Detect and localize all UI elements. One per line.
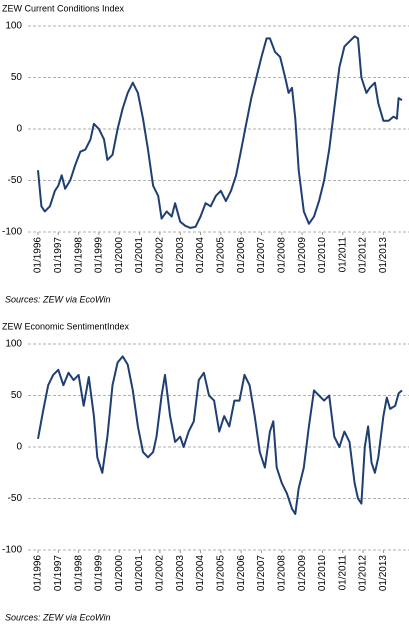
y-tick-label: 100	[5, 21, 22, 32]
x-tick-label: 01/2008	[276, 237, 287, 274]
x-tick-label: 01/1998	[73, 237, 84, 274]
x-tick-label: 01/2008	[276, 555, 287, 592]
y-tick-label: -100	[2, 545, 22, 556]
x-tick-label: 01/2000	[114, 555, 125, 592]
x-tick-label: 01/2004	[195, 555, 206, 592]
y-tick-label: 0	[16, 124, 22, 135]
x-tick-label: 01/1997	[53, 555, 64, 592]
x-tick-label: 01/2009	[297, 555, 308, 592]
x-tick-label: 01/2007	[256, 237, 267, 274]
x-tick-label: 01/2011	[337, 555, 348, 591]
source-note: Sources: ZEW via EcoWin	[5, 612, 110, 622]
y-tick-label: -50	[8, 175, 23, 186]
x-tick-label: 01/2006	[236, 237, 247, 274]
x-tick-label: 01/2001	[134, 555, 145, 592]
x-tick-label: 01/2002	[155, 237, 166, 274]
x-tick-label: 01/1999	[94, 237, 105, 274]
x-tick-label: 01/2009	[297, 237, 308, 274]
x-tick-label: 01/2000	[114, 237, 125, 274]
y-tick-label: 50	[11, 72, 23, 83]
source-note: Sources: ZEW via EcoWin	[5, 294, 110, 304]
x-tick-label: 01/2005	[215, 237, 226, 274]
x-tick-label: 01/2003	[175, 555, 186, 592]
x-tick-label: 01/1999	[94, 555, 105, 592]
y-tick-label: 0	[16, 442, 22, 453]
x-tick-label: 01/2007	[256, 555, 267, 592]
x-tick-label: 01/2012	[358, 555, 369, 592]
x-tick-label: 01/1996	[33, 555, 44, 592]
x-tick-label: 01/2012	[358, 237, 369, 274]
x-tick-label: 01/2013	[378, 237, 389, 274]
x-tick-label: 01/2005	[215, 555, 226, 592]
y-tick-label: -100	[2, 227, 22, 238]
x-tick-label: 01/2010	[317, 555, 328, 592]
data-line	[37, 355, 403, 515]
x-tick-label: 01/2002	[155, 555, 166, 592]
y-tick-label: 50	[11, 390, 23, 401]
x-tick-label: 01/2010	[317, 237, 328, 274]
x-tick-label: 01/1998	[73, 555, 84, 592]
y-tick-label: 100	[5, 339, 22, 350]
x-tick-label: 01/2006	[236, 555, 247, 592]
y-tick-label: -50	[8, 493, 23, 504]
x-tick-label: 01/2011	[337, 237, 348, 273]
x-tick-label: 01/2001	[134, 237, 145, 274]
data-line	[37, 35, 403, 229]
x-tick-label: 01/1997	[53, 237, 64, 274]
x-tick-label: 01/1996	[33, 237, 44, 274]
chart-title: ZEW Economic SentimentIndex	[2, 321, 130, 331]
x-tick-label: 01/2003	[175, 237, 186, 274]
chart-title: ZEW Current Conditions Index	[2, 3, 125, 13]
x-tick-label: 01/2004	[195, 237, 206, 274]
x-tick-label: 01/2013	[378, 555, 389, 592]
